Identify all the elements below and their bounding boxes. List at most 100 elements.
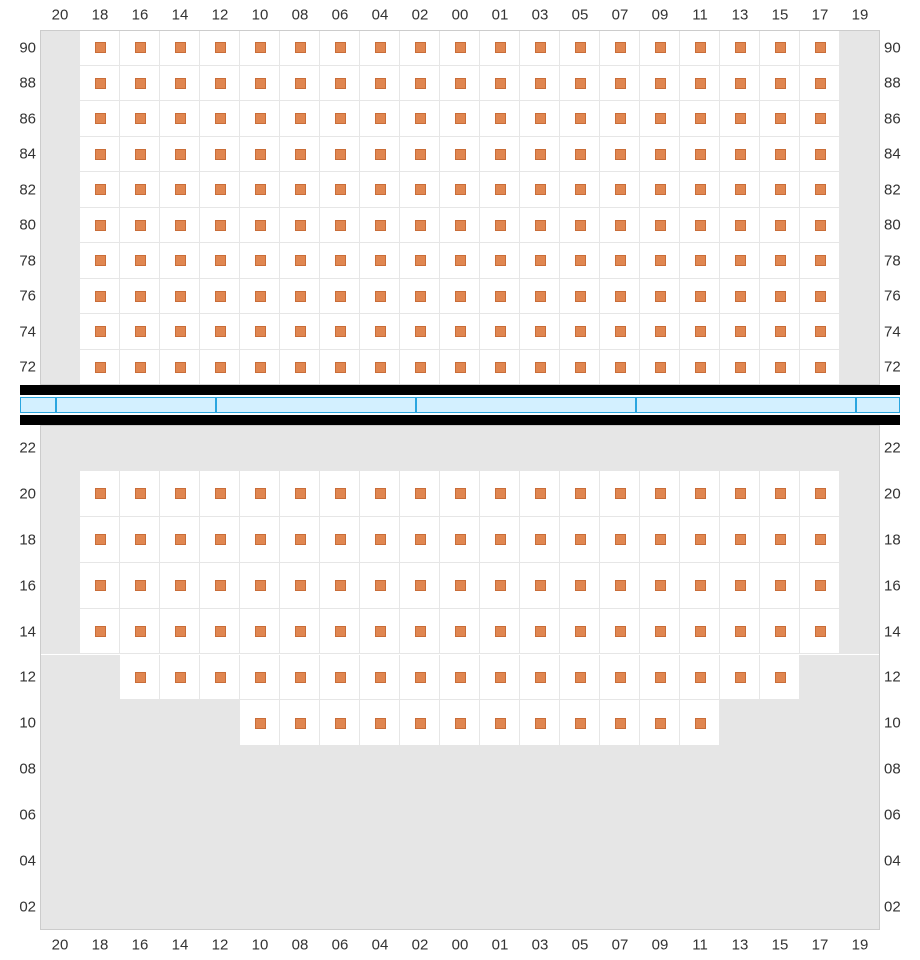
seat-marker[interactable] (655, 149, 666, 160)
seat-marker[interactable] (255, 184, 266, 195)
seat-marker[interactable] (215, 149, 226, 160)
seat-marker[interactable] (455, 291, 466, 302)
seat-marker[interactable] (455, 42, 466, 53)
seat-marker[interactable] (655, 672, 666, 683)
seat-marker[interactable] (175, 534, 186, 545)
seat-marker[interactable] (815, 291, 826, 302)
seat-marker[interactable] (135, 42, 146, 53)
seat-marker[interactable] (535, 291, 546, 302)
seat-marker[interactable] (295, 672, 306, 683)
seat-marker[interactable] (375, 534, 386, 545)
seat-marker[interactable] (815, 488, 826, 499)
seat-marker[interactable] (255, 149, 266, 160)
seat-marker[interactable] (575, 113, 586, 124)
seat-marker[interactable] (735, 326, 746, 337)
seat-marker[interactable] (575, 718, 586, 729)
seat-marker[interactable] (215, 255, 226, 266)
seat-marker[interactable] (375, 626, 386, 637)
seat-marker[interactable] (415, 534, 426, 545)
seat-marker[interactable] (95, 291, 106, 302)
seat-marker[interactable] (615, 362, 626, 373)
seat-marker[interactable] (655, 326, 666, 337)
seat-marker[interactable] (735, 113, 746, 124)
seat-marker[interactable] (695, 291, 706, 302)
seat-marker[interactable] (375, 291, 386, 302)
seat-marker[interactable] (255, 580, 266, 591)
seat-marker[interactable] (335, 326, 346, 337)
seat-marker[interactable] (415, 488, 426, 499)
seat-marker[interactable] (455, 580, 466, 591)
seat-marker[interactable] (695, 488, 706, 499)
seat-marker[interactable] (415, 362, 426, 373)
seat-marker[interactable] (815, 78, 826, 89)
seat-marker[interactable] (535, 362, 546, 373)
seat-marker[interactable] (415, 626, 426, 637)
seat-marker[interactable] (95, 220, 106, 231)
seat-marker[interactable] (735, 626, 746, 637)
seat-marker[interactable] (615, 534, 626, 545)
seat-marker[interactable] (535, 534, 546, 545)
seat-marker[interactable] (415, 718, 426, 729)
seat-marker[interactable] (735, 291, 746, 302)
seat-marker[interactable] (775, 42, 786, 53)
seat-marker[interactable] (575, 626, 586, 637)
seat-marker[interactable] (775, 184, 786, 195)
seat-marker[interactable] (535, 672, 546, 683)
seat-marker[interactable] (735, 184, 746, 195)
seat-marker[interactable] (775, 113, 786, 124)
seat-marker[interactable] (215, 220, 226, 231)
seat-marker[interactable] (95, 184, 106, 195)
seat-marker[interactable] (575, 42, 586, 53)
seat-marker[interactable] (135, 534, 146, 545)
seat-marker[interactable] (695, 78, 706, 89)
seat-marker[interactable] (95, 534, 106, 545)
seat-marker[interactable] (495, 149, 506, 160)
seat-marker[interactable] (335, 534, 346, 545)
seat-marker[interactable] (295, 326, 306, 337)
seat-marker[interactable] (495, 626, 506, 637)
seat-marker[interactable] (95, 113, 106, 124)
seat-marker[interactable] (655, 580, 666, 591)
seat-marker[interactable] (335, 220, 346, 231)
seat-marker[interactable] (535, 488, 546, 499)
seat-marker[interactable] (255, 534, 266, 545)
seat-marker[interactable] (615, 718, 626, 729)
seat-marker[interactable] (455, 672, 466, 683)
seat-marker[interactable] (535, 42, 546, 53)
seat-marker[interactable] (335, 255, 346, 266)
seat-marker[interactable] (135, 326, 146, 337)
seat-marker[interactable] (455, 113, 466, 124)
seat-marker[interactable] (175, 626, 186, 637)
seat-marker[interactable] (135, 184, 146, 195)
seat-marker[interactable] (95, 580, 106, 591)
seat-marker[interactable] (615, 672, 626, 683)
seat-marker[interactable] (615, 220, 626, 231)
seat-marker[interactable] (215, 580, 226, 591)
seat-marker[interactable] (175, 580, 186, 591)
seat-marker[interactable] (255, 672, 266, 683)
seat-marker[interactable] (455, 184, 466, 195)
seat-marker[interactable] (695, 718, 706, 729)
seat-marker[interactable] (495, 255, 506, 266)
seat-marker[interactable] (255, 718, 266, 729)
seat-marker[interactable] (575, 672, 586, 683)
seat-marker[interactable] (335, 718, 346, 729)
seat-marker[interactable] (375, 580, 386, 591)
seat-marker[interactable] (415, 291, 426, 302)
seat-marker[interactable] (95, 488, 106, 499)
seat-marker[interactable] (455, 326, 466, 337)
seat-marker[interactable] (95, 362, 106, 373)
seat-marker[interactable] (655, 78, 666, 89)
seat-marker[interactable] (95, 255, 106, 266)
seat-marker[interactable] (255, 220, 266, 231)
seat-marker[interactable] (615, 326, 626, 337)
seat-marker[interactable] (215, 113, 226, 124)
seat-marker[interactable] (335, 184, 346, 195)
seat-marker[interactable] (615, 626, 626, 637)
seat-marker[interactable] (655, 626, 666, 637)
seat-marker[interactable] (695, 113, 706, 124)
seat-marker[interactable] (695, 184, 706, 195)
seat-marker[interactable] (135, 488, 146, 499)
seat-marker[interactable] (735, 149, 746, 160)
seat-marker[interactable] (95, 326, 106, 337)
